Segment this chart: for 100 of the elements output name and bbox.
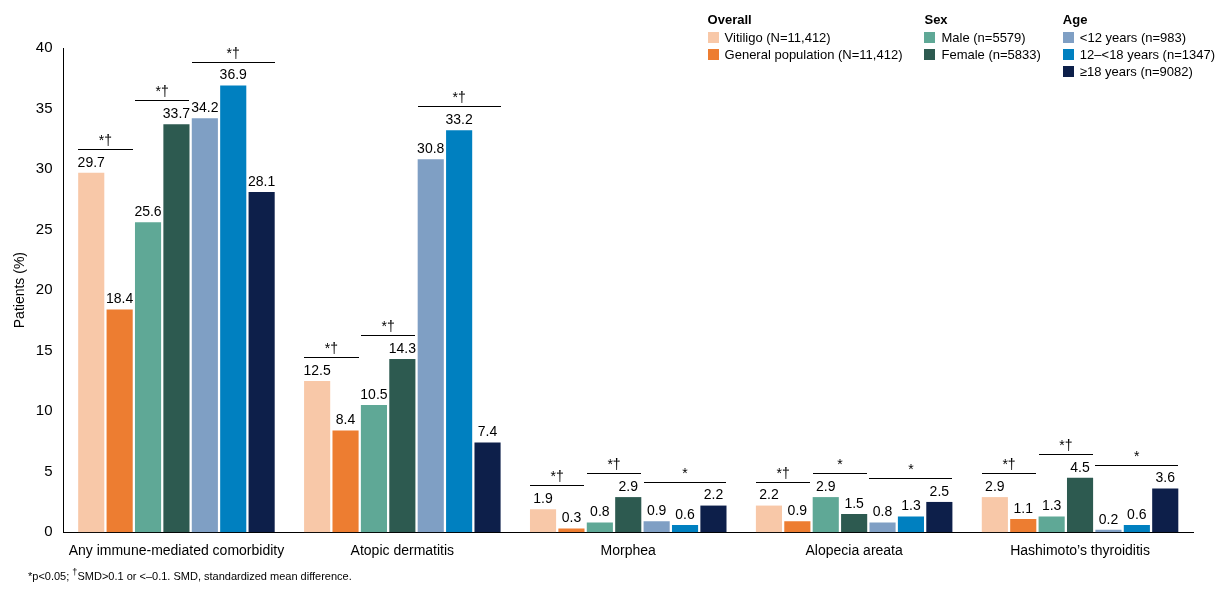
significance-bracket: *	[869, 460, 953, 479]
data-label: 18.4	[106, 290, 134, 307]
text: Age	[1062, 12, 1089, 27]
data-label: 2.2	[703, 486, 724, 503]
data-label: 12.5	[303, 361, 331, 378]
bar	[1123, 524, 1150, 533]
data-label: 1.3	[1041, 497, 1062, 514]
data-label: 36.9	[219, 66, 248, 83]
data-label: 4.5	[1070, 458, 1090, 475]
bar	[1152, 488, 1179, 533]
significance-bracket: *	[812, 456, 868, 475]
data-label: 34.2	[191, 99, 219, 116]
data-label: 1.1	[1013, 499, 1034, 516]
data-label: 2.9	[618, 477, 639, 494]
y-tick-label: 20	[35, 280, 53, 298]
text: Sex	[924, 12, 949, 27]
bar	[389, 359, 416, 533]
bar	[191, 118, 218, 533]
bar	[360, 405, 387, 533]
data-label: 1.5	[844, 494, 865, 511]
data-label: 1.9	[533, 490, 553, 507]
data-label: 3.6	[1155, 469, 1176, 486]
bar	[163, 124, 190, 533]
bar	[700, 505, 727, 533]
legend-label: General population (N=11,412)	[724, 46, 903, 63]
data-label: 0.6	[1127, 505, 1147, 522]
data-label: 0.3	[561, 509, 582, 526]
y-axis-title: Patients (%)	[11, 251, 28, 329]
data-label: 2.9	[985, 477, 1005, 494]
legend-label: Male (n=5579)	[941, 29, 1026, 46]
x-tick-label: Alopecia areata	[805, 542, 903, 559]
bar	[446, 130, 473, 533]
bar	[417, 159, 444, 533]
x-tick-label: Morphea	[600, 542, 657, 559]
bar	[784, 521, 811, 533]
y-tick-label: 25	[35, 219, 53, 237]
bar	[304, 380, 331, 533]
data-label: 7.4	[477, 423, 498, 440]
bar	[134, 222, 162, 533]
bar	[1038, 516, 1065, 533]
data-label: 25.6	[134, 203, 162, 220]
significance-bracket: *	[643, 464, 727, 483]
bar	[248, 192, 275, 533]
bar	[106, 309, 133, 533]
data-label: 28.1	[248, 172, 276, 189]
significance-bracket: *†	[360, 318, 416, 337]
data-label: 10.5	[360, 385, 388, 402]
bar	[1010, 518, 1037, 533]
y-tick-label: 5	[44, 461, 53, 479]
bar	[615, 497, 642, 533]
significance-bracket: *†	[586, 456, 642, 475]
data-label: 2.9	[816, 477, 836, 494]
text: Overall	[707, 12, 753, 27]
x-tick-label: Hashimoto’s thyroiditis	[1010, 542, 1150, 559]
data-label: 0.6	[675, 505, 695, 522]
data-label: 0.9	[787, 502, 808, 519]
bar	[474, 442, 501, 533]
data-label: 0.8	[872, 503, 893, 520]
data-label: 30.8	[417, 140, 445, 157]
bar	[869, 522, 896, 533]
bar	[926, 501, 953, 533]
bar	[643, 521, 670, 533]
data-label: 33.7	[162, 105, 191, 122]
legend-label: Female (n=5833)	[941, 46, 1041, 63]
data-label: 8.4	[335, 411, 356, 428]
data-label: 1.3	[901, 497, 921, 514]
legend-label: Vitiligo (N=11,412)	[724, 29, 831, 46]
legend-label: <12 years (n=983)	[1079, 29, 1187, 46]
data-label: 0.2	[1098, 510, 1119, 527]
bar	[1066, 477, 1094, 533]
significance-bracket: *†	[78, 131, 133, 150]
significance-bracket: *†	[529, 468, 585, 487]
x-tick-label: Any immune-mediated comorbidity	[68, 542, 285, 559]
bar	[529, 509, 557, 533]
data-label: 0.8	[590, 503, 610, 520]
significance-bracket: *†	[134, 83, 190, 102]
significance-bracket: *†	[1038, 436, 1094, 455]
data-label: 2.5	[929, 482, 950, 499]
data-label: 2.2	[759, 486, 779, 503]
text: *p<0.05; $^{†}$SMD>0.1 or <–0.1. SMD, standardized mean difference.	[28, 567, 353, 582]
bar	[332, 430, 359, 533]
significance-bracket: *†	[191, 44, 275, 63]
bar	[981, 497, 1008, 533]
y-tick-label: 40	[35, 38, 53, 56]
data-label: 29.7	[77, 153, 106, 170]
y-tick-label: 30	[35, 159, 53, 177]
y-tick-label: 15	[35, 340, 53, 358]
legend-label: ≥18 years (n=9082)	[1079, 63, 1193, 80]
bar	[812, 497, 839, 533]
bar	[671, 524, 699, 533]
data-label: 0.9	[646, 502, 667, 519]
significance-bracket: *	[1095, 447, 1179, 466]
y-tick-label: 35	[35, 98, 53, 116]
significance-bracket: *†	[417, 89, 501, 108]
bar	[897, 516, 925, 533]
bar	[220, 85, 247, 533]
bar	[755, 505, 783, 533]
data-label: 33.2	[445, 111, 473, 128]
y-tick-label: 10	[35, 401, 53, 419]
significance-bracket: *†	[981, 456, 1037, 475]
